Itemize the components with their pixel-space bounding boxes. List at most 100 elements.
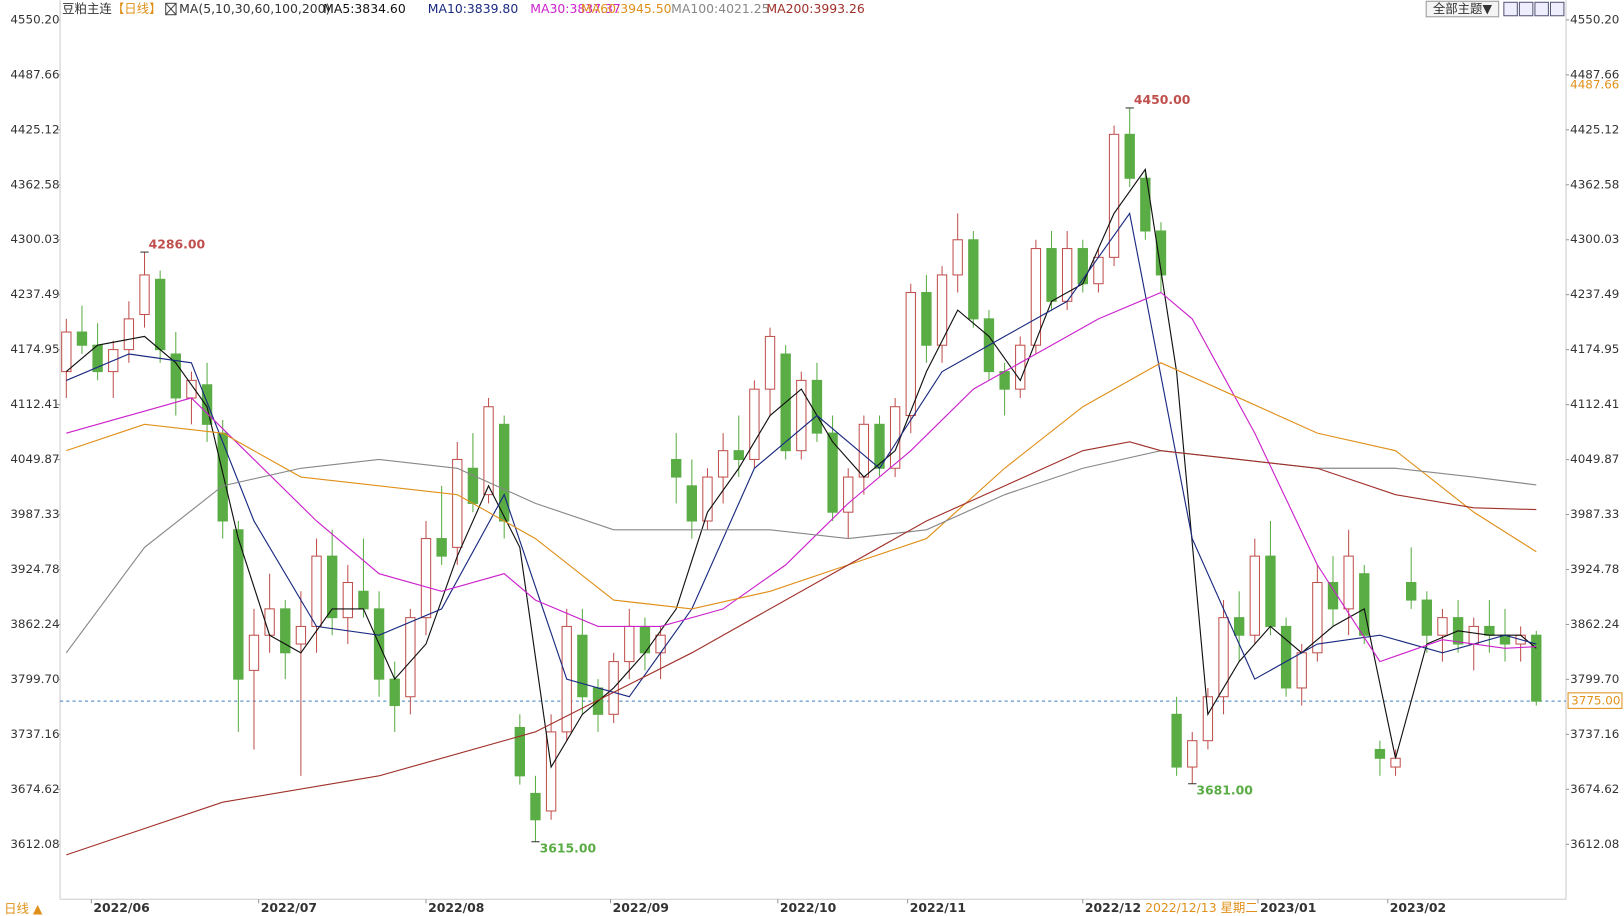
ma-line (66, 291, 1537, 663)
tool-button[interactable] (1503, 1, 1518, 17)
candle-body (577, 634, 588, 698)
legend-entry: MA200:3993.26 (766, 1, 864, 16)
legend-entry: MA10:3839.80 (428, 1, 519, 16)
candle-body (749, 388, 760, 460)
y-tick-label: 4362.58 (10, 177, 59, 191)
candle-body (827, 432, 838, 513)
period-button[interactable] (0, 901, 52, 916)
x-tick-label: 2022/09 (613, 900, 669, 915)
x-tick-label: 2022/07 (261, 900, 317, 915)
indicator: MA(5,10,30,60,100,200) (179, 1, 330, 16)
candle-body (1468, 625, 1479, 645)
y-tick-label-right: 3612.08 (1570, 837, 1619, 851)
candle-body (1015, 344, 1026, 390)
theme-button-label: 全部主题▼ (1433, 1, 1493, 16)
candle-body (61, 331, 72, 373)
candle-body (1124, 133, 1135, 179)
candle-body (1046, 248, 1057, 302)
candle-body (811, 379, 823, 434)
candle-body (545, 731, 557, 812)
x-tick-label: 2023/02 (1390, 900, 1446, 915)
y-tick-label-right: 4112.41 (1570, 397, 1619, 411)
y-tick-label: 4425.12 (10, 122, 59, 136)
candle-body (326, 555, 338, 619)
y-tick-label-right: 4487.66 (1570, 67, 1619, 81)
legend: MA5:3834.60 MA10:3839.80 MA30:3837.37MA60:… (323, 1, 865, 16)
candle-body (483, 406, 494, 496)
candle-body (1218, 617, 1229, 698)
candle-body (686, 485, 698, 522)
candle-body (311, 555, 322, 627)
theme-button[interactable] (1425, 0, 1500, 18)
annotation-label: 3681.00 (1196, 782, 1253, 797)
candle-body (858, 423, 870, 478)
tool-button[interactable] (1518, 1, 1534, 17)
x-tick-label: 2022/10 (780, 900, 837, 915)
candle-body (1327, 581, 1339, 610)
candle-body (921, 291, 932, 346)
y-tick-label-right: 3987.33 (1570, 507, 1619, 521)
candle-body (499, 423, 510, 522)
candle-body (1390, 757, 1401, 768)
candle-body (889, 406, 901, 469)
candle-body (358, 590, 369, 610)
y-tick-label: 3674.62 (10, 782, 59, 796)
candle-body (217, 432, 228, 522)
candle-body (123, 318, 135, 351)
y-tick-label-right: 4174.95 (1570, 342, 1619, 356)
title: 豆粕主连 (62, 1, 112, 16)
x-tick-label: 2022/12 (1085, 900, 1141, 915)
tool-button[interactable] (1549, 1, 1565, 17)
candle-body (154, 278, 166, 351)
candle-body (1233, 617, 1245, 636)
candle-body (264, 608, 275, 636)
candle-body (233, 529, 244, 680)
y-tick-label-right: 4300.03 (1570, 232, 1619, 246)
y-tick-label-right: 4362.58 (1570, 177, 1619, 191)
ma-line (66, 441, 1537, 856)
candle-body (1531, 634, 1542, 702)
y-tick-label-right: 4049.87 (1570, 452, 1619, 466)
candle-body (702, 476, 713, 522)
candle-body (436, 538, 447, 557)
period: 【日线】 (112, 1, 162, 16)
ma-line (66, 211, 1537, 698)
y-tick-label-right: 3862.24 (1570, 617, 1619, 631)
candle-body (968, 239, 979, 320)
candle-body (1484, 625, 1495, 636)
y-tick-label: 3799.70 (10, 672, 59, 686)
legend-entry: MA30:3837.37 (530, 1, 620, 16)
cursor-date: 2022/12/13 星期二 (1145, 900, 1258, 915)
candle-body (843, 476, 854, 513)
candle-body (1406, 581, 1417, 601)
candle-body (733, 450, 744, 460)
candle-body (905, 291, 916, 417)
candle-body (280, 608, 291, 654)
indicator-icon[interactable] (165, 2, 177, 16)
candle-body (420, 538, 432, 619)
candle-body (389, 678, 400, 707)
candle-body (139, 274, 150, 315)
y-tick-label: 4174.95 (10, 342, 59, 356)
candle-body (295, 625, 307, 645)
candle-body (764, 335, 776, 390)
candle-body (717, 450, 729, 478)
tool-buttons (1503, 1, 1565, 17)
y-tick-label: 3737.16 (10, 727, 59, 741)
x-tick-label: 2023/01 (1260, 900, 1316, 915)
last-price-label: 3775.00 (1571, 694, 1620, 708)
candle-body (170, 353, 181, 399)
tool-button[interactable] (1534, 1, 1549, 17)
candle-body (1249, 555, 1260, 636)
y-tick-label-right: 3674.62 (1570, 782, 1619, 796)
legend-entry: MA60:3945.50 (581, 1, 672, 16)
candle-body (655, 634, 666, 654)
x-tick-label: 2022/11 (910, 900, 966, 915)
y-tick-label: 4487.66 (10, 67, 59, 81)
y-tick-label-right: 3737.16 (1570, 727, 1619, 741)
candle-body (952, 239, 963, 276)
y-tick-label-right: 4425.12 (1570, 122, 1619, 136)
legend-entry: MA100:4021.25 (671, 1, 769, 16)
